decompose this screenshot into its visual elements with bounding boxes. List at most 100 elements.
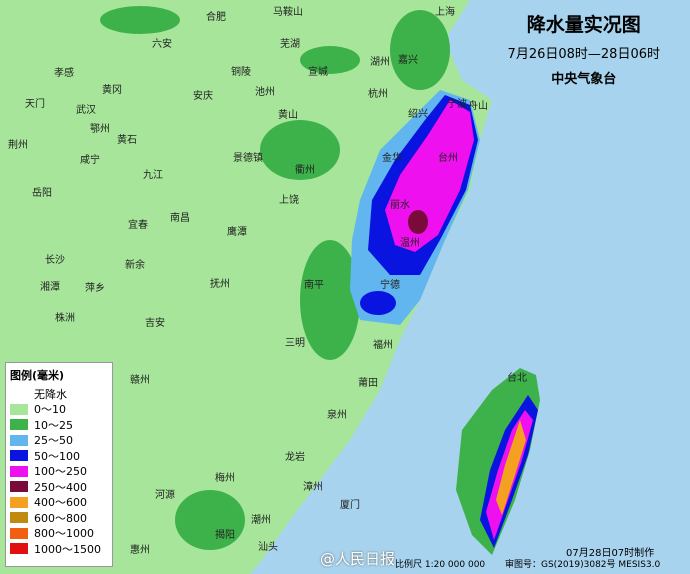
legend-label: 50～100 bbox=[34, 449, 80, 463]
agency: 中央气象台 bbox=[551, 72, 617, 87]
city-label: 莆田 bbox=[358, 376, 378, 389]
city-label: 武汉 bbox=[76, 103, 96, 116]
city-label: 萍乡 bbox=[85, 282, 105, 294]
city-label: 宁德 bbox=[380, 278, 400, 291]
city-label: 湘潭 bbox=[40, 280, 60, 293]
legend-item: 800～1000 bbox=[10, 526, 108, 542]
city-label: 荆州 bbox=[8, 138, 28, 151]
legend-item: 250～400 bbox=[10, 479, 108, 495]
city-label: 绍兴 bbox=[408, 107, 428, 120]
city-label: 舟山 bbox=[468, 99, 488, 112]
city-label: 龙岩 bbox=[285, 450, 305, 463]
city-label: 南昌 bbox=[170, 211, 190, 224]
city-label: 新余 bbox=[125, 258, 145, 271]
city-label: 惠州 bbox=[130, 543, 150, 556]
legend-label: 1000～1500 bbox=[34, 542, 101, 556]
city-label: 赣州 bbox=[130, 373, 150, 386]
title: 降水量实况图 bbox=[526, 14, 641, 36]
rain-250-400 bbox=[408, 210, 428, 234]
city-label: 合肥 bbox=[206, 10, 226, 23]
city-label: 台北 bbox=[507, 371, 527, 384]
city-label: 六安 bbox=[152, 37, 172, 50]
legend-label: 400～600 bbox=[34, 496, 87, 510]
legend-swatch bbox=[10, 434, 28, 446]
city-label: 潮州 bbox=[251, 513, 271, 526]
city-label: 岳阳 bbox=[32, 187, 52, 199]
city-label: 丽水 bbox=[390, 199, 410, 211]
legend-item: 无降水 bbox=[10, 386, 108, 402]
city-label: 九江 bbox=[143, 169, 163, 181]
city-label: 景德镇 bbox=[233, 151, 263, 164]
city-label: 黄石 bbox=[117, 133, 137, 146]
legend-swatch bbox=[10, 419, 28, 431]
city-label: 杭州 bbox=[368, 87, 388, 100]
city-label: 漳州 bbox=[303, 480, 323, 493]
city-label: 鹰潭 bbox=[227, 225, 247, 238]
legend-label: 250～400 bbox=[34, 480, 87, 494]
legend-swatch bbox=[10, 388, 28, 400]
city-label: 嘉兴 bbox=[398, 53, 418, 66]
legend-label: 0～10 bbox=[34, 403, 66, 417]
legend-swatch bbox=[10, 481, 28, 493]
city-label: 吉安 bbox=[145, 316, 165, 329]
rain-10-25 bbox=[100, 6, 450, 550]
city-label: 铜陵 bbox=[231, 66, 251, 78]
city-label: 株洲 bbox=[55, 311, 75, 324]
legend-item: 50～100 bbox=[10, 448, 108, 464]
title-block: 降水量实况图 7月26日08时—28日06时 中央气象台 bbox=[508, 10, 660, 87]
city-label: 宜春 bbox=[128, 218, 148, 231]
legend-label: 10～25 bbox=[34, 418, 73, 432]
legend-item: 1000～1500 bbox=[10, 541, 108, 557]
city-label: 三明 bbox=[285, 337, 305, 349]
watermark: @人民日报 bbox=[320, 550, 396, 568]
city-label: 梅州 bbox=[215, 471, 235, 484]
city-label: 抚州 bbox=[210, 278, 230, 290]
legend-item: 600～800 bbox=[10, 510, 108, 526]
legend-swatch bbox=[10, 465, 28, 477]
city-label: 揭阳 bbox=[215, 528, 235, 541]
legend-item: 400～600 bbox=[10, 495, 108, 511]
city-label: 鄂州 bbox=[90, 123, 110, 135]
rain-50-100-b bbox=[360, 291, 396, 315]
city-label: 台州 bbox=[438, 151, 458, 164]
legend-swatch bbox=[10, 543, 28, 555]
legend-label: 25～50 bbox=[34, 434, 73, 448]
legend-swatch bbox=[10, 496, 28, 508]
footer-scale: 比例尺 1:20 000 000 bbox=[395, 560, 486, 570]
city-label: 咸宁 bbox=[80, 153, 100, 166]
city-label: 黄山 bbox=[278, 108, 298, 121]
legend-title: 图例(毫米) bbox=[10, 369, 65, 382]
city-label: 宣城 bbox=[308, 65, 328, 78]
legend-item: 25～50 bbox=[10, 433, 108, 449]
city-label: 池州 bbox=[255, 85, 275, 98]
legend-label: 600～800 bbox=[34, 511, 87, 525]
legend-item: 0～10 bbox=[10, 402, 108, 418]
rain-100-250 bbox=[385, 100, 474, 252]
legend-swatch bbox=[10, 527, 28, 539]
city-label: 安庆 bbox=[193, 89, 213, 102]
city-label: 河源 bbox=[155, 488, 175, 501]
legend-item: 10～25 bbox=[10, 417, 108, 433]
city-label: 孝感 bbox=[54, 66, 74, 79]
legend-label: 无降水 bbox=[34, 387, 67, 401]
city-label: 天门 bbox=[25, 97, 45, 110]
city-label: 温州 bbox=[400, 237, 420, 249]
city-label: 厦门 bbox=[340, 498, 360, 511]
legend: 图例(毫米) 无降水 0～10 10～25 25～50 50～100 100～250 250… bbox=[5, 362, 113, 567]
city-label: 上海 bbox=[435, 5, 455, 18]
legend-swatch bbox=[10, 450, 28, 462]
legend-label: 100～250 bbox=[34, 465, 87, 479]
city-label: 泉州 bbox=[327, 408, 347, 421]
legend-swatch bbox=[10, 512, 28, 524]
city-label: 湖州 bbox=[370, 56, 390, 68]
legend-item: 100～250 bbox=[10, 464, 108, 480]
city-label: 汕头 bbox=[258, 541, 278, 553]
city-label: 南平 bbox=[304, 278, 324, 291]
footer-review: 审图号：GS(2019)3082号 MESIS3.0 bbox=[505, 560, 661, 570]
city-label: 马鞍山 bbox=[273, 5, 303, 18]
legend-label: 800～1000 bbox=[34, 527, 94, 541]
subtitle: 7月26日08时—28日06时 bbox=[507, 47, 660, 62]
city-label: 福州 bbox=[373, 338, 393, 351]
